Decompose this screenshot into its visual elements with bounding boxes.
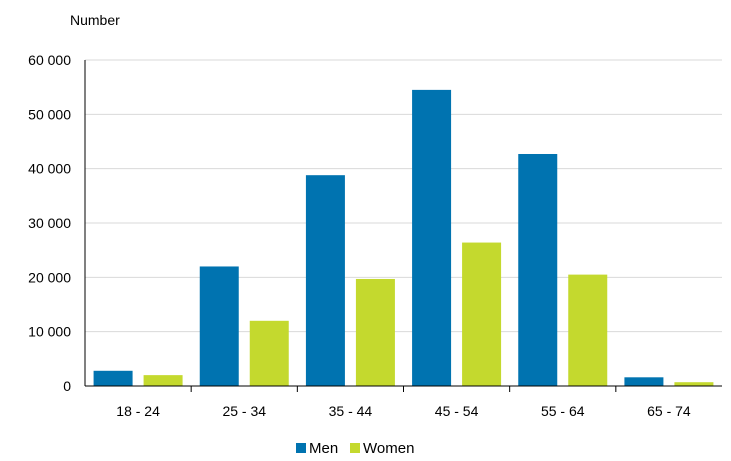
x-tick-label: 25 - 34 [222, 403, 266, 419]
legend-label-women: Women [363, 440, 414, 457]
bar-men-5 [518, 153, 558, 386]
bar-men-4 [412, 89, 452, 386]
bar-women-2 [249, 320, 289, 386]
bars [93, 89, 714, 386]
bar-women-6 [674, 382, 714, 386]
x-tick-label: 55 - 64 [541, 403, 585, 419]
y-tick-label: 20 000 [28, 269, 71, 285]
legend-swatch-women [350, 443, 360, 453]
y-tick-label: 30 000 [28, 215, 71, 231]
bar-women-4 [462, 242, 502, 386]
x-axis-ticks: 18 - 24 25 - 34 35 - 44 45 - 54 55 - 64 65 - … [116, 386, 691, 419]
x-tick-label: 45 - 54 [435, 403, 479, 419]
bar-men-2 [199, 266, 239, 386]
y-tick-label: 40 000 [28, 161, 71, 177]
bar-men-1 [93, 370, 133, 386]
y-axis-ticks: 0 10 000 20 000 30 000 40 000 50 000 60 000 [28, 52, 71, 394]
bar-men-6 [624, 377, 664, 386]
bar-men-3 [305, 175, 345, 386]
bar-women-3 [355, 278, 395, 386]
bar-women-5 [568, 274, 608, 386]
x-tick-label: 65 - 74 [647, 403, 691, 419]
gridlines [85, 59, 722, 333]
y-tick-label: 0 [63, 378, 71, 394]
legend: Men Women [296, 440, 414, 457]
y-axis-title: Number [70, 12, 120, 28]
x-tick-label: 18 - 24 [116, 403, 160, 419]
legend-swatch-men [296, 443, 306, 453]
y-tick-label: 10 000 [28, 324, 71, 340]
y-tick-label: 50 000 [28, 106, 71, 122]
x-tick-label: 35 - 44 [329, 403, 373, 419]
legend-label-men: Men [309, 440, 338, 457]
y-tick-label: 60 000 [28, 52, 71, 68]
bar-women-1 [143, 375, 183, 386]
